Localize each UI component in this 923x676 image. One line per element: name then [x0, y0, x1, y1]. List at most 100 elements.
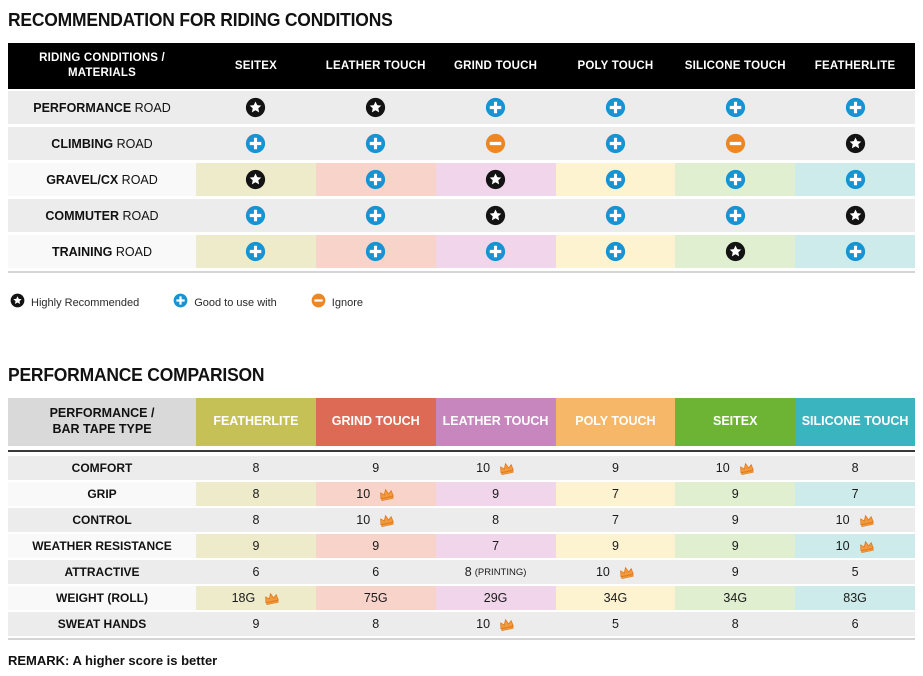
performance-row-label: COMFORT [8, 456, 196, 480]
performance-score-cell: 8 (PRINTING) [435, 560, 556, 584]
crown-wrap [374, 514, 395, 527]
riding-row-label-rest: ROAD [118, 172, 158, 187]
performance-column-header: SILICONE TOUCH [795, 398, 915, 446]
plus-icon [845, 97, 865, 118]
score-value: 10 [836, 513, 875, 527]
riding-column-header: GRIND TOUCH [454, 59, 538, 72]
score-value: 34G [604, 591, 628, 605]
plus-icon [605, 133, 626, 154]
riding-header-label-line2: MATERIALS [67, 67, 137, 79]
score-number: 9 [731, 539, 739, 553]
performance-score-cell: 9 [675, 560, 796, 584]
performance-score-cell: 10 [315, 482, 436, 506]
score-number: 10 [476, 461, 491, 475]
score-value: 10 [356, 513, 395, 527]
plus-icon [605, 97, 626, 118]
plus-icon [246, 241, 266, 262]
plus-icon [485, 97, 506, 118]
score-value: 10 [716, 461, 755, 475]
performance-score-cell: 34G [675, 586, 796, 610]
crown-wrap [374, 488, 395, 501]
crown-wrap [734, 462, 755, 475]
score-value: 9 [252, 617, 259, 631]
score-number: 34G [723, 591, 748, 605]
score-number: 9 [372, 461, 380, 475]
crown-wrap [494, 462, 515, 475]
plus-icon [605, 241, 626, 262]
plus-icon [605, 205, 626, 226]
score-number: 6 [252, 565, 260, 579]
performance-row: ATTRACTIVE 6 6 8 (PRINTING) 10 9 5 [8, 560, 915, 584]
score-number: 10 [595, 565, 610, 579]
riding-rating-cell [675, 199, 796, 232]
performance-score-cell: 10 [795, 534, 915, 558]
score-number: 8 [372, 617, 380, 631]
riding-conditions-rows: PERFORMANCE ROAD CLIMBING ROAD GRAVEL/CX R… [8, 91, 915, 268]
plus-icon [725, 97, 745, 118]
performance-row-label: WEATHER RESISTANCE [8, 534, 196, 558]
performance-score-cell: 5 [555, 612, 676, 636]
score-number: 8 [464, 565, 472, 579]
score-value: 7 [612, 513, 619, 527]
performance-score-cell: 6 [196, 560, 316, 584]
score-value: 7 [612, 487, 619, 501]
crown-icon [739, 462, 754, 475]
score-number: 9 [372, 539, 380, 553]
riding-row-label: PERFORMANCE ROAD [8, 91, 196, 124]
score-value: 5 [612, 617, 619, 631]
riding-rating-cell [675, 127, 796, 160]
performance-row-label: ATTRACTIVE [8, 560, 196, 584]
performance-row-label: CONTROL [8, 508, 196, 532]
performance-score-cell: 8 [196, 508, 316, 532]
riding-row-label: TRAINING ROAD [8, 235, 196, 268]
performance-score-cell: 8 [196, 482, 316, 506]
plus-icon [725, 205, 745, 226]
riding-row: CLIMBING ROAD [8, 127, 915, 160]
performance-header-label-line2: BAR TAPE TYPE [52, 422, 152, 436]
star-icon [366, 97, 386, 118]
score-number: 10 [835, 513, 850, 527]
score-value: 8 [372, 617, 379, 631]
score-value: 8 [252, 513, 259, 527]
score-value: 9 [732, 565, 739, 579]
score-number: 8 [851, 461, 859, 475]
riding-rating-cell [795, 199, 915, 232]
star-icon [845, 205, 865, 226]
riding-rating-cell [795, 235, 915, 268]
score-value: 6 [852, 617, 859, 631]
crown-icon [265, 592, 280, 605]
score-value: 9 [732, 487, 739, 501]
riding-rating-cell [315, 127, 436, 160]
score-number: 10 [356, 513, 371, 527]
performance-header: PERFORMANCE / BAR TAPE TYPE FEATHERLITE G… [8, 398, 915, 446]
performance-row: GRIP 8 10 9 7 9 7 [8, 482, 915, 506]
score-number: 8 [252, 513, 260, 527]
performance-column-header: GRIND TOUCH [315, 398, 436, 446]
riding-conditions-header: RIDING CONDITIONS / MATERIALS SEITEX LEAT… [8, 43, 915, 89]
performance-score-cell: 83G [795, 586, 915, 610]
minus-icon [725, 133, 745, 154]
riding-row-label-strong: PERFORMANCE [33, 100, 132, 115]
score-value: 9 [612, 461, 619, 475]
score-number: 7 [611, 487, 619, 501]
riding-rating-cell [795, 91, 915, 124]
remark-text: REMARK: A higher score is better [8, 653, 218, 668]
performance-score-cell: 9 [315, 456, 436, 480]
riding-rating-cell [795, 127, 915, 160]
performance-header-label-line1: PERFORMANCE / [49, 406, 155, 421]
riding-row-label-rest: ROAD [119, 208, 159, 223]
riding-rating-cell [315, 199, 436, 232]
riding-row: GRAVEL/CX ROAD [8, 163, 915, 196]
performance-row: WEATHER RESISTANCE 9 9 7 9 9 10 [8, 534, 915, 558]
score-suffix: (PRINTING) [474, 566, 527, 578]
riding-rating-cell [675, 163, 796, 196]
performance-row-label: GRIP [8, 482, 196, 506]
performance-score-cell: 9 [555, 534, 676, 558]
riding-rating-cell [675, 91, 796, 124]
score-value: 18G [232, 591, 281, 605]
crown-icon [620, 566, 634, 579]
score-number: 7 [611, 513, 619, 527]
plus-icon [845, 169, 865, 190]
riding-row: PERFORMANCE ROAD [8, 91, 915, 124]
plus-icon [246, 133, 266, 154]
